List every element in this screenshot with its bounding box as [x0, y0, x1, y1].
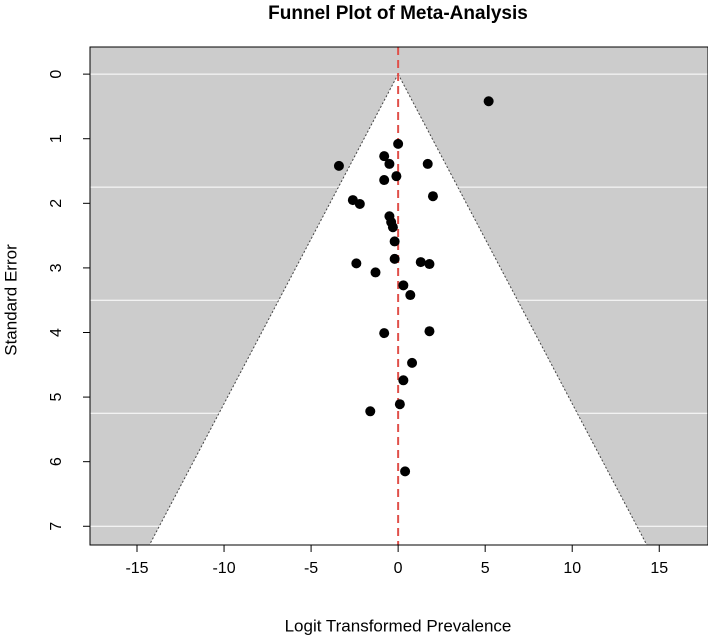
point [405, 290, 416, 301]
x-tick-label: 15 [650, 560, 668, 577]
y-tick-label: 3 [48, 263, 65, 272]
point [398, 375, 409, 386]
y-tick-label: 1 [48, 134, 65, 143]
point [389, 236, 400, 247]
point [351, 258, 362, 269]
chart-title: Funnel Plot of Meta-Analysis [268, 3, 528, 24]
x-tick-label: 5 [481, 560, 490, 577]
x-tick-label: 10 [563, 560, 581, 577]
point [387, 222, 398, 233]
point [379, 328, 390, 339]
point [398, 280, 409, 291]
point [415, 257, 426, 268]
y-tick-label: 7 [48, 522, 65, 531]
y-tick-label: 6 [48, 457, 65, 466]
y-tick-label: 4 [48, 328, 65, 337]
point [394, 399, 405, 410]
point [424, 259, 435, 270]
y-tick-label: 5 [48, 393, 65, 402]
x-axis-label: Logit Transformed Prevalence [285, 616, 512, 635]
y-axis-label: Standard Error [1, 244, 20, 356]
point [379, 151, 390, 162]
funnel-edge [148, 73, 399, 546]
point [393, 138, 404, 149]
point [400, 466, 411, 477]
point [379, 175, 390, 186]
x-tick-label: 0 [394, 560, 403, 577]
point [384, 158, 395, 169]
x-tick-label: -10 [212, 560, 235, 577]
point [365, 406, 376, 417]
point [370, 267, 381, 278]
y-tick-label: 2 [48, 199, 65, 208]
point [407, 357, 418, 368]
point [424, 326, 435, 337]
x-tick-label: -5 [304, 560, 318, 577]
plot-frame [89, 46, 708, 546]
point [354, 198, 365, 209]
x-tick-label: -15 [125, 560, 148, 577]
y-tick-label: 0 [48, 70, 65, 79]
point [389, 253, 400, 264]
point [427, 191, 438, 202]
point [483, 96, 494, 107]
point [333, 160, 344, 171]
funnel-edge [397, 73, 648, 546]
point [422, 158, 433, 169]
point [391, 171, 402, 182]
